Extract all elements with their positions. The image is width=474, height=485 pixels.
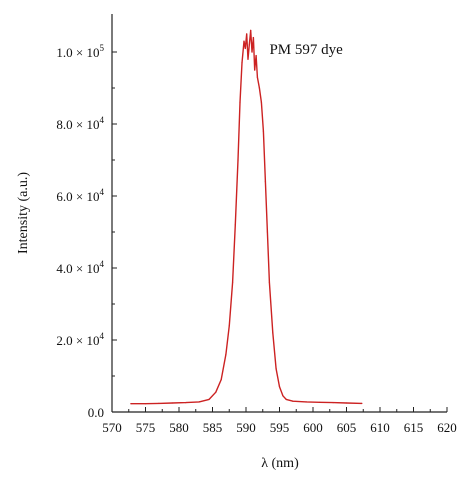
- spectrum-point: [250, 29, 252, 31]
- spectrum-point: [239, 101, 241, 103]
- x-tick-label: 585: [203, 420, 223, 435]
- y-ticks: 0.0 2.0 × 104 4.0 × 104 6.0 × 104 8.0 × 104 1…: [56, 43, 117, 420]
- spectrum-point: [243, 40, 245, 42]
- x-tick-label: 600: [303, 420, 323, 435]
- x-ticks: 570 575 580 585 590 595 600 605 610 615 620: [102, 407, 457, 435]
- spectrum-point: [158, 402, 160, 404]
- spectrum-point: [244, 47, 246, 50]
- spectrum-point: [198, 401, 200, 403]
- spectrum-point: [345, 402, 348, 404]
- spectrum-point: [234, 224, 236, 226]
- spectrum-point: [275, 368, 277, 370]
- spectrum-point: [266, 231, 268, 233]
- spectrum-point: [171, 402, 173, 404]
- spectrum-point: [254, 69, 256, 71]
- spectrum-point: [332, 402, 334, 404]
- spectrum-point: [144, 403, 147, 405]
- spectrum-point: [262, 130, 264, 132]
- spectrum-point: [268, 281, 270, 283]
- annotations: PM 597 dye: [269, 42, 343, 58]
- spectrum-point: [361, 402, 363, 404]
- spectrum-point: [319, 401, 321, 403]
- spectrum-point: [185, 402, 187, 404]
- annotation-label: PM 597 dye: [269, 42, 343, 58]
- spectrum-point: [237, 159, 239, 161]
- spectrum-point: [251, 51, 253, 53]
- spectrum-point: [278, 386, 281, 388]
- spectrum-line: [130, 29, 362, 405]
- spectrum-point: [258, 87, 260, 89]
- spectrum-point: [256, 76, 258, 78]
- y-tick-label: 6.0 × 104: [56, 187, 104, 204]
- spectrum-point: [282, 395, 284, 397]
- spectrum-point: [225, 353, 227, 355]
- spectrum-point: [252, 37, 254, 39]
- x-tick-label: 595: [270, 420, 290, 435]
- x-tick-label: 580: [169, 420, 189, 435]
- x-tick-label: 605: [337, 420, 357, 435]
- spectrum-point: [208, 398, 210, 400]
- spectrum-point: [130, 403, 132, 405]
- spectrum-point: [246, 33, 248, 35]
- x-tick-label: 575: [136, 420, 156, 435]
- spectrum-point: [255, 55, 257, 57]
- plot-area: [130, 29, 363, 405]
- spectrum-point: [232, 281, 234, 283]
- axes: [111, 14, 447, 413]
- spectrum-point: [248, 44, 250, 46]
- spectrum-point: [220, 379, 222, 381]
- spectrum-point: [272, 332, 274, 334]
- x-tick-label: 590: [236, 420, 256, 435]
- spectrum-point: [228, 325, 230, 327]
- y-axis-title: Intensity (a.u.): [16, 172, 31, 254]
- y-tick-label: 0.0: [88, 405, 104, 420]
- spectrum-point: [215, 391, 217, 393]
- spectrum-point: [241, 62, 243, 64]
- spectrum-point: [260, 101, 262, 103]
- x-axis-title: λ (nm): [261, 456, 299, 471]
- x-tick-label: 615: [404, 420, 424, 435]
- spectrum-point: [264, 181, 266, 183]
- y-tick-label: 2.0 × 104: [56, 331, 104, 348]
- y-tick-label: 1.0 × 105: [56, 43, 104, 60]
- x-tick-label: 610: [370, 420, 390, 435]
- x-tick-label: 570: [102, 420, 122, 435]
- spectrum-point: [247, 58, 249, 60]
- y-tick-label: 8.0 × 104: [56, 115, 104, 132]
- spectrum-point: [292, 400, 294, 402]
- spectrum-point: [285, 398, 287, 400]
- x-tick-label: 620: [437, 420, 457, 435]
- y-tick-label: 4.0 × 104: [56, 259, 104, 276]
- spectrum-point: [305, 401, 307, 403]
